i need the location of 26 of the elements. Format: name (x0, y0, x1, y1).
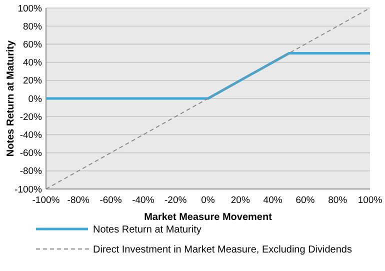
x-tick-label: 80% (328, 195, 348, 206)
x-tick-label: -20% (164, 195, 188, 206)
y-tick-label: -100% (14, 184, 43, 196)
y-tick-label: -40% (20, 130, 43, 142)
y-tick-label: 80% (22, 21, 43, 32)
x-tick-label: 20% (230, 195, 250, 206)
x-tick-label: -60% (100, 195, 122, 206)
y-tick-label: -20% (20, 112, 43, 123)
y-tick-label: -80% (20, 166, 43, 178)
y-tick-label: 0% (28, 94, 43, 105)
x-tick-label: 40% (263, 195, 283, 206)
legend-label: Notes Return at Maturity (93, 224, 202, 236)
x-tick-label: 60% (296, 195, 316, 206)
x-axis-title: Market Measure Movement (144, 212, 273, 223)
y-axis-title: Notes Return at Maturity (6, 40, 16, 157)
y-tick-label: 20% (22, 76, 43, 87)
y-tick-label: -60% (20, 148, 43, 160)
y-tick-label: 60% (22, 40, 43, 51)
x-tick-label: -100% (32, 195, 60, 206)
y-tick-label: 100% (18, 3, 43, 14)
x-tick-label: 0% (201, 195, 216, 206)
y-tick-label: 40% (22, 58, 43, 69)
x-tick-label: -80% (67, 195, 90, 206)
x-tick-label: -40% (132, 195, 155, 206)
legend-label: Direct Investment in Market Measure, Excluding Dividends (93, 244, 352, 256)
x-tick-label: 100% (358, 195, 383, 206)
